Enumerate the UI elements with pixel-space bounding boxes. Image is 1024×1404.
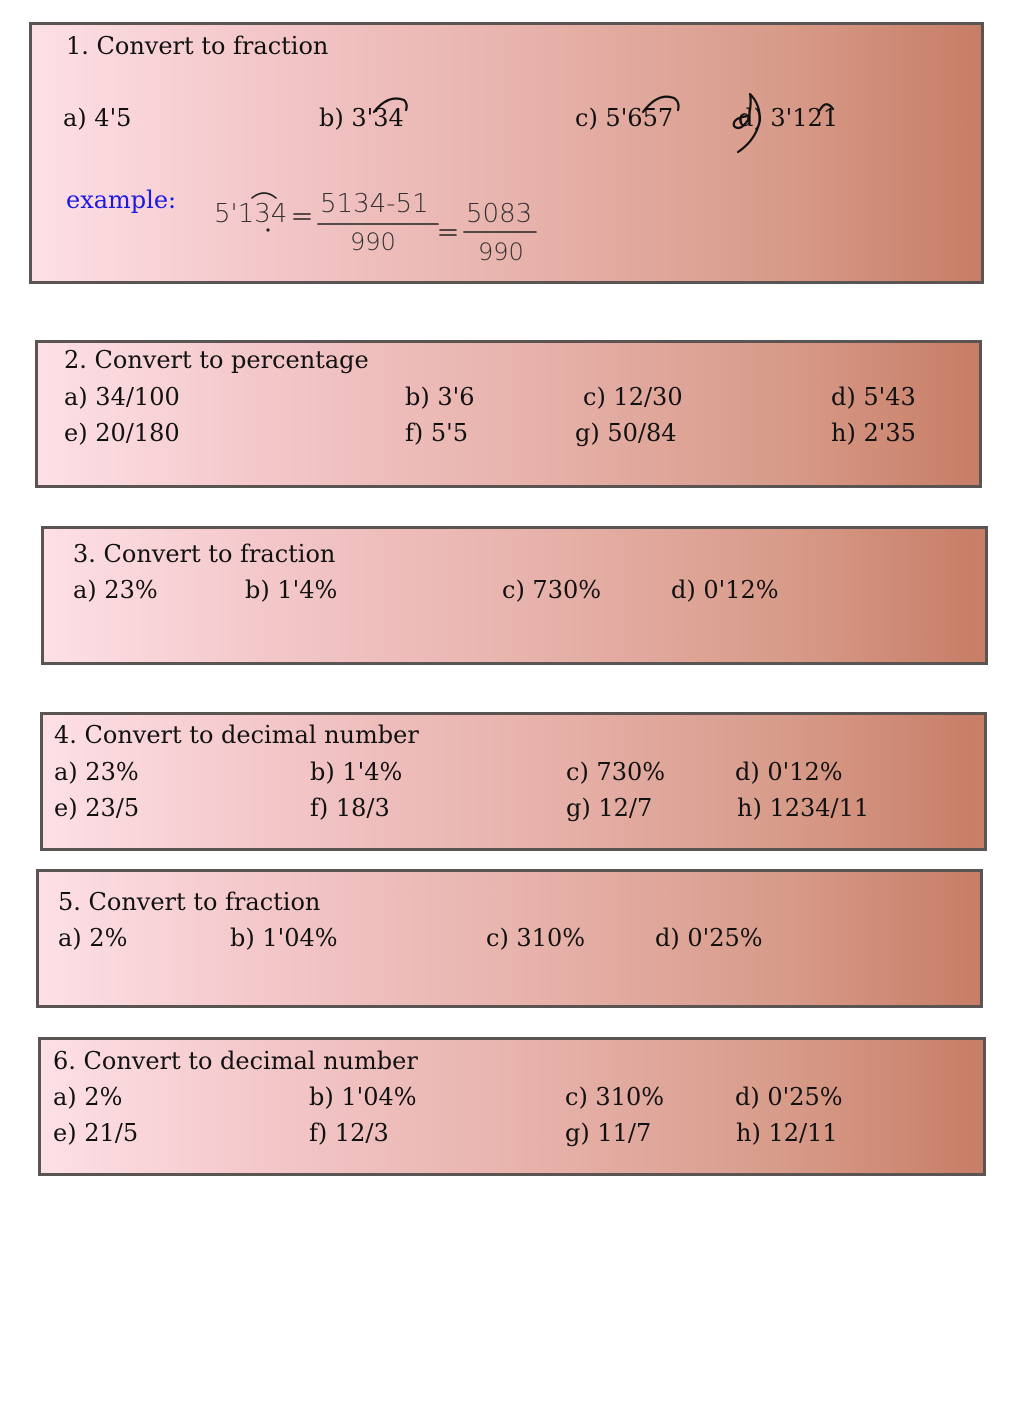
example-number: 5'134 [214, 199, 287, 229]
exercise-4-item-e: e) 23/5 [54, 794, 140, 822]
exercise-4-item-a: a) 23% [54, 758, 139, 786]
example-label: example: [66, 186, 177, 214]
example-numerator-2: 5083 [466, 199, 532, 229]
exercise-3-title: 3. Convert to fraction [73, 540, 336, 568]
exercise-4-item-d: d) 0'12% [735, 758, 843, 786]
example-denominator-2: 990 [478, 238, 524, 266]
exercise-3-item-d: d) 0'12% [671, 576, 779, 604]
exercise-5-item-a: a) 2% [58, 924, 128, 952]
exercise-1-title: 1. Convert to fraction [66, 32, 329, 60]
exercise-box-1 [29, 22, 984, 284]
exercise-box-3 [41, 526, 988, 665]
exercise-4-title: 4. Convert to decimal number [54, 721, 419, 749]
exercise-4-item-h: h) 1234/11 [737, 794, 870, 822]
exercise-6-item-a: a) 2% [53, 1083, 123, 1111]
exercise-6-item-c: c) 310% [565, 1083, 665, 1111]
exercise-4-item-b: b) 1'4% [310, 758, 403, 786]
exercise-6-title: 6. Convert to decimal number [53, 1047, 418, 1075]
exercise-3-item-b: b) 1'4% [245, 576, 338, 604]
exercise-6-item-g: g) 11/7 [565, 1119, 652, 1147]
exercise-2-item-g: g) 50/84 [575, 419, 677, 447]
example-numerator-1: 5134-51 [320, 189, 429, 219]
exercise-3-item-a: a) 23% [73, 576, 158, 604]
exercise-2-title: 2. Convert to percentage [64, 346, 369, 374]
exercise-2-item-a: a) 34/100 [64, 383, 180, 411]
exercise-4-item-c: c) 730% [566, 758, 666, 786]
example-denominator-1: 990 [350, 228, 396, 256]
exercise-4-item-g: g) 12/7 [566, 794, 653, 822]
exercise-2-item-b: b) 3'6 [405, 383, 475, 411]
exercise-6-item-f: f) 12/3 [309, 1119, 389, 1147]
exercise-box-2 [35, 340, 982, 488]
exercise-2-item-e: e) 20/180 [64, 419, 180, 447]
exercise-1-item-c: c) 5'657 [575, 104, 674, 132]
exercise-2-item-c: c) 12/30 [583, 383, 683, 411]
exercise-5-item-c: c) 310% [486, 924, 586, 952]
exercise-6-item-e: e) 21/5 [53, 1119, 139, 1147]
exercise-6-item-h: h) 12/11 [736, 1119, 838, 1147]
exercise-1-item-d: d) 3'121 [738, 104, 839, 132]
exercise-6-item-d: d) 0'25% [735, 1083, 843, 1111]
exercise-5-title: 5. Convert to fraction [58, 888, 321, 916]
exercise-5-item-b: b) 1'04% [230, 924, 338, 952]
exercise-1-item-b: b) 3'34 [319, 104, 404, 132]
handwritten-d-mark-icon [732, 92, 762, 154]
exercise-box-6 [38, 1037, 986, 1176]
exercise-4-item-f: f) 18/3 [310, 794, 390, 822]
example-work: 5'134 5134-51 990 5083 990 [210, 186, 550, 268]
exercise-2-item-f: f) 5'5 [405, 419, 469, 447]
exercise-box-5 [36, 869, 983, 1008]
repeat-arc-icon [372, 97, 408, 114]
exercise-1-item-a: a) 4'5 [63, 104, 132, 132]
exercise-5-item-d: d) 0'25% [655, 924, 763, 952]
exercise-2-item-h: h) 2'35 [831, 419, 916, 447]
exercise-2-item-d: d) 5'43 [831, 383, 916, 411]
exercise-3-item-c: c) 730% [502, 576, 602, 604]
repeat-arc-icon [641, 95, 680, 114]
exercise-box-4 [40, 712, 987, 851]
exercise-6-item-b: b) 1'04% [309, 1083, 417, 1111]
repeat-arc-icon [818, 103, 835, 112]
